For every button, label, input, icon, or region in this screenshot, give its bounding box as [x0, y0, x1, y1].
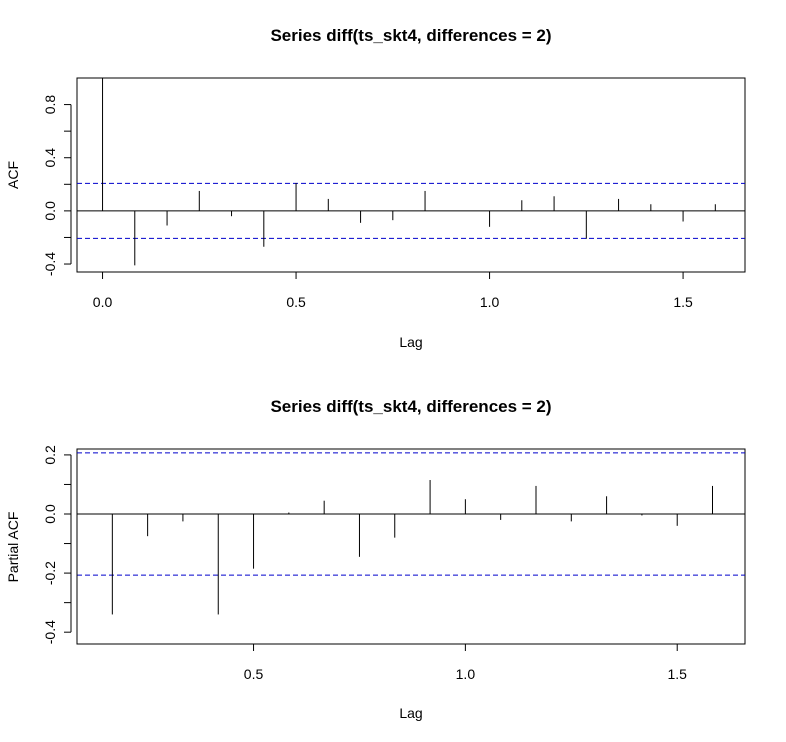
pacf-y-axis: -0.4 -0.2 0.0 0.2	[42, 445, 72, 644]
acf-y-tick-label: -0.4	[42, 252, 58, 276]
acf-x-axis-label: Lag	[399, 334, 422, 350]
pacf-x-axis-label: Lag	[399, 705, 422, 721]
pacf-x-tick-label: 1.5	[667, 666, 687, 682]
acf-chart-title: Series diff(ts_skt4, differences = 2)	[270, 26, 551, 45]
pacf-bars	[76, 452, 745, 636]
acf-y-axis: -0.4 0.0 0.4 0.8	[42, 95, 72, 276]
acf-y-axis-label: ACF	[5, 161, 21, 189]
pacf-y-tick-label: 0.0	[42, 504, 58, 524]
acf-x-tick-label: 1.5	[673, 294, 693, 310]
pacf-panel: Series diff(ts_skt4, differences = 2) La…	[5, 397, 746, 721]
acf-y-tick-label: 0.0	[42, 201, 58, 221]
acf-x-tick-label: 0.0	[93, 294, 113, 310]
acf-x-tick-label: 1.0	[480, 294, 500, 310]
acf-y-tick-label: 0.8	[42, 95, 58, 115]
acf-y-tick-label: 0.4	[42, 148, 58, 168]
acf-panel: Series diff(ts_skt4, differences = 2) La…	[5, 26, 746, 350]
acf-bars	[77, 78, 745, 266]
pacf-y-axis-label: Partial ACF	[5, 512, 21, 583]
acf-plot-frame	[76, 77, 746, 273]
pacf-y-tick-label: -0.4	[42, 620, 58, 644]
acf-x-axis: 0.0 0.5 1.0 1.5	[93, 272, 693, 310]
pacf-x-axis: 0.5 1.0 1.5	[244, 644, 687, 682]
pacf-y-tick-label: -0.2	[42, 561, 58, 585]
pacf-chart-title: Series diff(ts_skt4, differences = 2)	[270, 397, 551, 416]
pacf-x-tick-label: 1.0	[456, 666, 476, 682]
pacf-plot-frame	[76, 448, 746, 645]
acf-x-tick-label: 0.5	[286, 294, 306, 310]
pacf-x-tick-label: 0.5	[244, 666, 264, 682]
pacf-y-tick-label: 0.2	[42, 445, 58, 465]
